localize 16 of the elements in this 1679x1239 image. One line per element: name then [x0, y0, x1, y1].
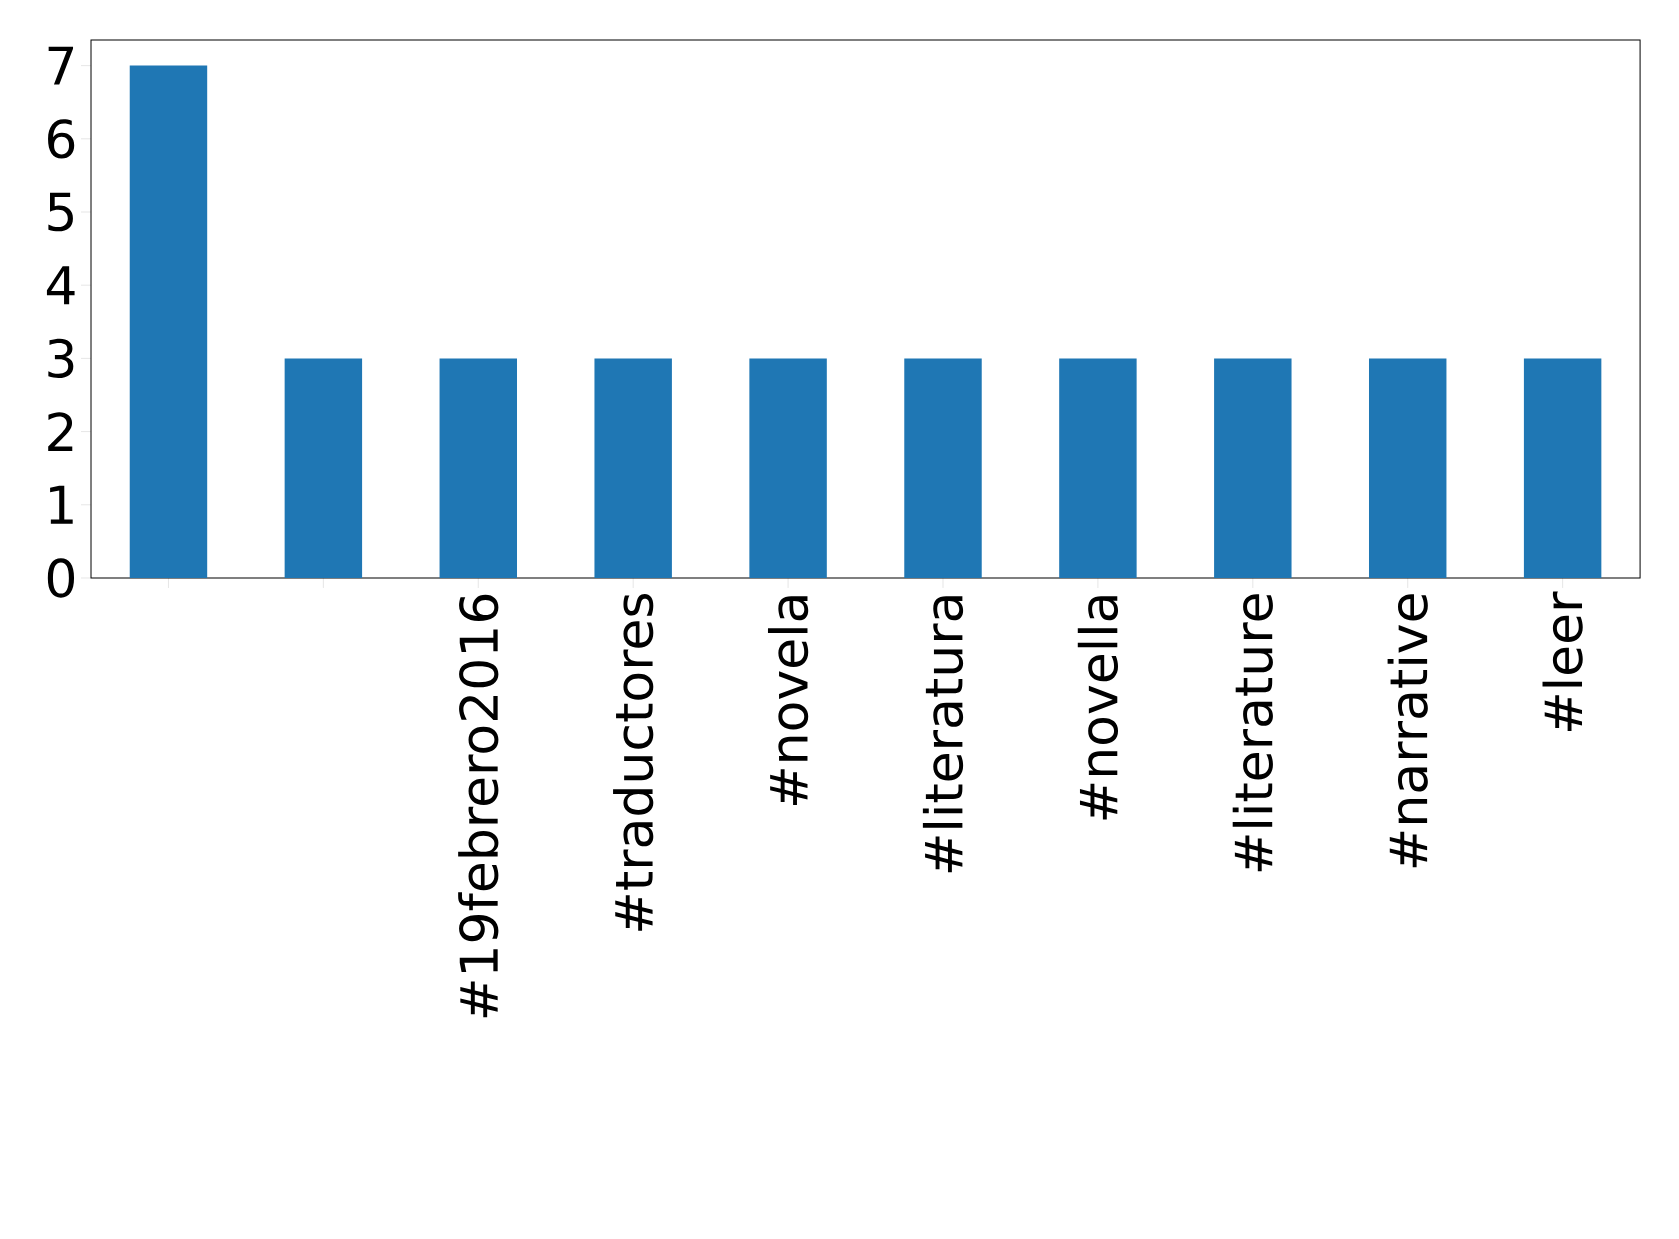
y-tick-label: 2	[48, 412, 73, 451]
x-tick-label: #literature	[1232, 594, 1273, 872]
y-tick-label: 0	[47, 558, 75, 598]
y-tick-label: 3	[48, 338, 74, 379]
x-tick-label: #leer	[1542, 591, 1583, 731]
y-tick-label: 6	[48, 119, 75, 159]
x-tick-label: #narrative	[1387, 594, 1428, 868]
x-tick-label: #novella	[1077, 596, 1119, 820]
x-tick-label: #19febrero2016	[458, 594, 499, 1018]
y-tick-label: 4	[46, 266, 75, 305]
x-tick-label: #traductores	[613, 593, 654, 931]
y-tick-label: 7	[48, 46, 74, 85]
y-tick-label: 5	[48, 192, 73, 232]
x-tick-label: #literatura	[922, 596, 964, 873]
x-tick-label: #novela	[767, 596, 809, 805]
y-tick-label: 1	[50, 485, 73, 524]
